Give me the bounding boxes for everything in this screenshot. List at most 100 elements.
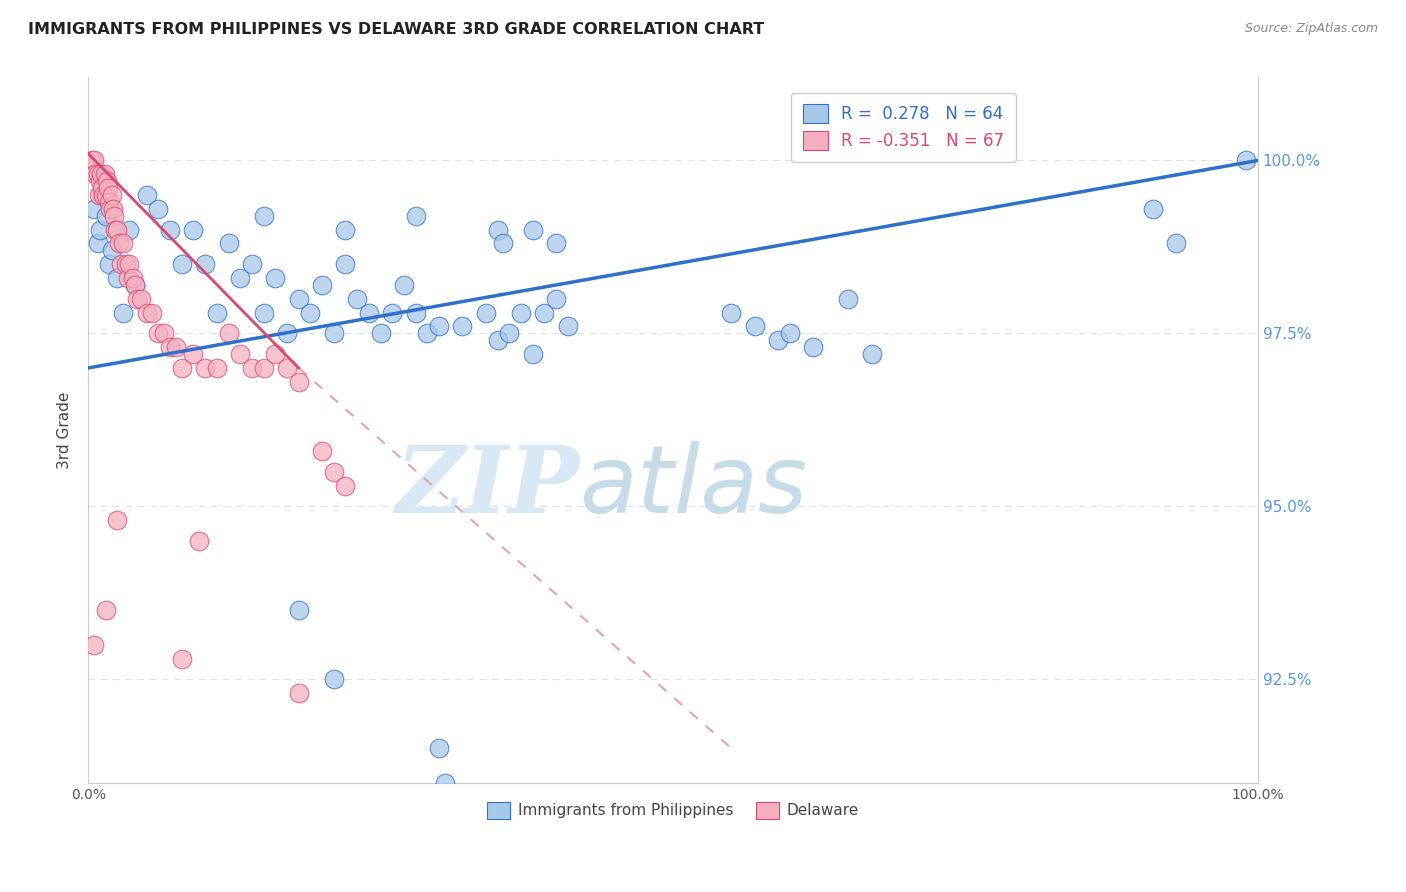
Text: ZIP: ZIP [395, 442, 579, 532]
Point [492, 236, 515, 251]
Point [381, 305, 404, 319]
Point [121, 271, 143, 285]
Point [837, 292, 859, 306]
Point [105, 271, 128, 285]
Point [183, 222, 205, 236]
Point [416, 326, 439, 341]
Point [83, 202, 105, 216]
Point [510, 305, 533, 319]
Point [127, 292, 149, 306]
Point [188, 533, 211, 548]
Point [97, 181, 120, 195]
Point [1234, 153, 1257, 168]
Point [335, 222, 357, 236]
Point [370, 326, 392, 341]
Point [86, 236, 108, 251]
Point [124, 277, 146, 292]
Point [427, 741, 450, 756]
Point [287, 375, 309, 389]
Point [252, 361, 274, 376]
Point [93, 167, 115, 181]
Point [299, 305, 322, 319]
Point [89, 174, 111, 188]
Point [311, 444, 333, 458]
Point [118, 222, 141, 236]
Point [112, 236, 135, 251]
Point [205, 305, 228, 319]
Text: IMMIGRANTS FROM PHILIPPINES VS DELAWARE 3RD GRADE CORRELATION CHART: IMMIGRANTS FROM PHILIPPINES VS DELAWARE … [28, 22, 765, 37]
Point [107, 236, 129, 251]
Point [801, 340, 824, 354]
Point [94, 603, 117, 617]
Point [91, 188, 114, 202]
Text: atlas: atlas [579, 442, 807, 533]
Point [240, 361, 263, 376]
Point [98, 194, 121, 209]
Point [83, 153, 105, 168]
Point [148, 202, 170, 216]
Point [91, 181, 114, 195]
Point [357, 305, 380, 319]
Point [170, 651, 193, 665]
Point [218, 236, 240, 251]
Point [218, 326, 240, 341]
Point [252, 305, 274, 319]
Point [486, 334, 509, 348]
Point [287, 603, 309, 617]
Point [276, 361, 298, 376]
Legend: Immigrants from Philippines, Delaware: Immigrants from Philippines, Delaware [481, 796, 865, 825]
Point [96, 174, 118, 188]
Point [392, 277, 415, 292]
Point [287, 686, 309, 700]
Point [322, 465, 344, 479]
Point [229, 271, 252, 285]
Point [110, 257, 132, 271]
Point [346, 292, 368, 306]
Point [112, 305, 135, 319]
Point [311, 277, 333, 292]
Point [522, 222, 544, 236]
Point [98, 257, 121, 271]
Point [335, 257, 357, 271]
Point [100, 244, 122, 258]
Point [544, 292, 567, 306]
Y-axis label: 3rd Grade: 3rd Grade [58, 392, 72, 469]
Point [427, 319, 450, 334]
Point [229, 347, 252, 361]
Point [486, 222, 509, 236]
Point [205, 361, 228, 376]
Point [114, 257, 136, 271]
Point [557, 319, 579, 334]
Point [135, 188, 157, 202]
Point [124, 277, 146, 292]
Point [276, 326, 298, 341]
Point [287, 292, 309, 306]
Point [264, 347, 287, 361]
Point [194, 361, 217, 376]
Point [533, 305, 555, 319]
Point [322, 673, 344, 687]
Point [94, 188, 117, 202]
Point [768, 334, 790, 348]
Point [194, 257, 217, 271]
Point [860, 347, 883, 361]
Point [103, 209, 125, 223]
Point [405, 305, 427, 319]
Point [159, 222, 181, 236]
Point [135, 305, 157, 319]
Point [159, 340, 181, 354]
Point [100, 202, 122, 216]
Point [118, 257, 141, 271]
Point [100, 188, 122, 202]
Point [94, 209, 117, 223]
Point [451, 319, 474, 334]
Point [90, 167, 112, 181]
Point [544, 236, 567, 251]
Point [498, 326, 520, 341]
Point [104, 222, 127, 236]
Point [720, 305, 742, 319]
Point [105, 513, 128, 527]
Point [744, 319, 766, 334]
Point [264, 271, 287, 285]
Point [433, 776, 456, 790]
